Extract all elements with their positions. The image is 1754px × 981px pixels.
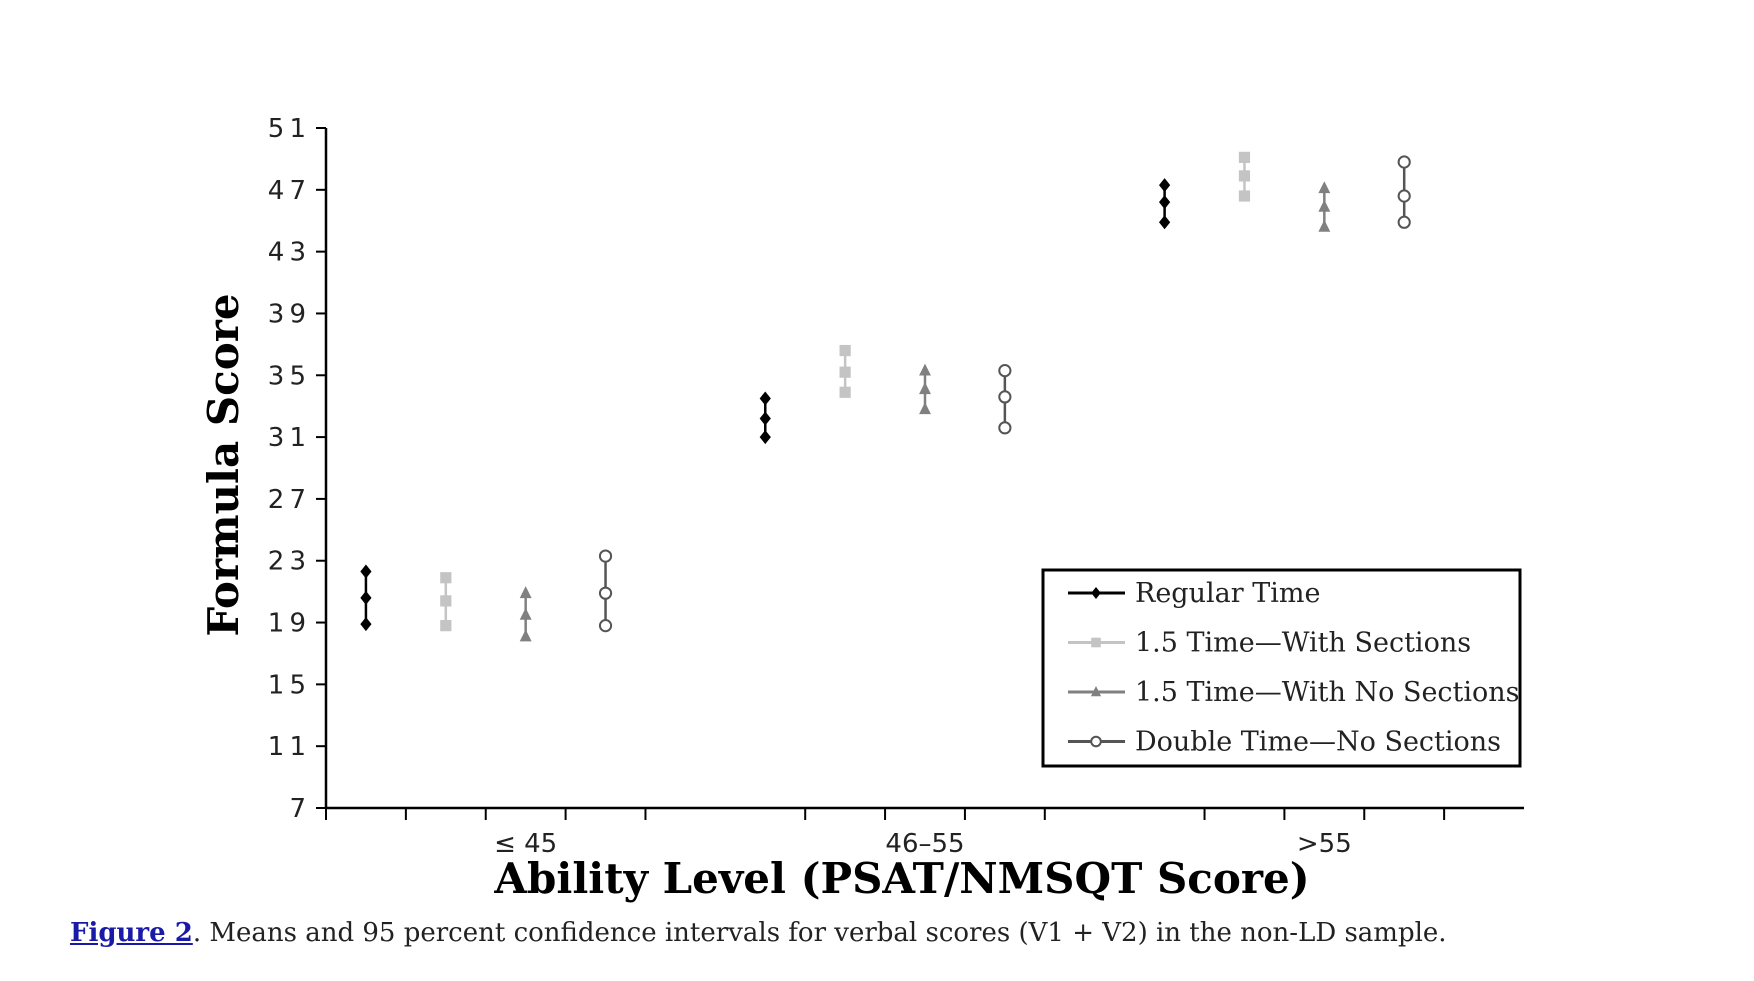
x-axis-ticks: ≤ 45 46–55 >55 <box>325 808 1446 859</box>
x-axis-title: Ability Level (PSAT/NMSQT Score) <box>493 854 1309 903</box>
ci-lower-marker <box>598 619 613 633</box>
series-group <box>598 155 1411 633</box>
ci-upper-marker <box>519 586 532 599</box>
x-tick-label: 46–55 <box>885 829 964 859</box>
y-tick-label: 1 1 <box>268 732 306 762</box>
y-tick-label: 2 3 <box>268 547 306 577</box>
series-group <box>360 178 1171 632</box>
legend-marker <box>1090 686 1102 697</box>
ci-upper-marker <box>759 391 771 406</box>
chart-axes <box>324 128 1524 810</box>
ci-upper-marker <box>839 344 851 357</box>
ci-lower-marker <box>998 421 1012 435</box>
mean-marker <box>1238 170 1251 182</box>
mean-marker <box>919 382 931 395</box>
legend-marker <box>1091 587 1101 599</box>
legend-label: Regular Time <box>1135 578 1320 609</box>
mean-marker <box>839 366 851 378</box>
y-tick-label: 5 1 <box>268 114 306 144</box>
mean-marker <box>759 411 771 426</box>
ci-lower-marker <box>360 617 372 632</box>
mean-marker <box>440 595 452 607</box>
mean-marker <box>519 607 532 620</box>
y-axis-title: Formula Score <box>199 293 248 636</box>
ci-lower-marker <box>839 386 851 398</box>
figure-caption: Figure 2. Means and 95 percent confidenc… <box>70 918 1447 948</box>
mean-marker <box>998 390 1012 404</box>
legend-box <box>1041 568 1522 768</box>
mean-marker <box>360 590 372 605</box>
legend-label: Double Time—No Sections <box>1135 727 1501 758</box>
ci-upper-marker <box>440 572 452 584</box>
mean-marker <box>1159 195 1171 210</box>
y-tick-label: 1 9 <box>268 609 306 639</box>
y-tick-label: 3 1 <box>268 423 306 453</box>
ci-lower-marker <box>1397 215 1411 229</box>
ci-upper-marker <box>1397 155 1411 169</box>
plot-area <box>360 151 1411 642</box>
y-tick-label: 1 5 <box>268 670 306 700</box>
ci-lower-marker <box>759 430 771 445</box>
ci-lower-marker <box>1318 219 1331 232</box>
ci-upper-marker <box>998 364 1012 378</box>
ci-lower-marker <box>919 402 931 415</box>
ci-lower-marker <box>1238 190 1251 202</box>
mean-marker <box>1397 189 1411 203</box>
mean-marker <box>598 586 613 600</box>
ci-upper-marker <box>1159 178 1171 193</box>
legend-label: 1.5 Time—With No Sections <box>1135 677 1520 708</box>
legend-marker <box>1091 637 1101 648</box>
ci-upper-marker <box>598 549 613 563</box>
ci-upper-marker <box>360 564 372 579</box>
y-axis-ticks: 7 1 1 1 5 1 9 2 3 2 7 3 1 3 5 3 9 4 3 4 7 5 1 <box>268 114 326 824</box>
y-tick-label: 3 9 <box>268 299 306 329</box>
ci-upper-marker <box>919 363 931 376</box>
legend-label: 1.5 Time—With Sections <box>1135 628 1471 659</box>
y-tick-label: 2 7 <box>268 485 306 515</box>
y-tick-label: 7 <box>289 794 306 824</box>
legend-marker <box>1090 735 1102 748</box>
x-tick-label: >55 <box>1297 829 1352 859</box>
figure-label-link[interactable]: Figure 2 <box>70 918 193 948</box>
ci-upper-marker <box>1318 181 1331 194</box>
ci-lower-marker <box>1159 215 1171 230</box>
series-group <box>440 151 1251 632</box>
caption-text: . Means and 95 percent confidence interv… <box>192 918 1447 948</box>
ci-lower-marker <box>519 629 532 642</box>
series-group <box>519 181 1331 642</box>
ci-lower-marker <box>440 620 452 632</box>
mean-marker <box>1318 199 1331 212</box>
ci-upper-marker <box>1238 151 1251 163</box>
y-tick-label: 3 5 <box>268 361 306 391</box>
y-tick-label: 4 7 <box>268 176 306 206</box>
x-tick-label: ≤ 45 <box>494 829 557 859</box>
legend: Regular Time 1.5 Time—With Sections 1.5 Ti… <box>1041 568 1522 768</box>
y-tick-label: 4 3 <box>268 238 306 268</box>
